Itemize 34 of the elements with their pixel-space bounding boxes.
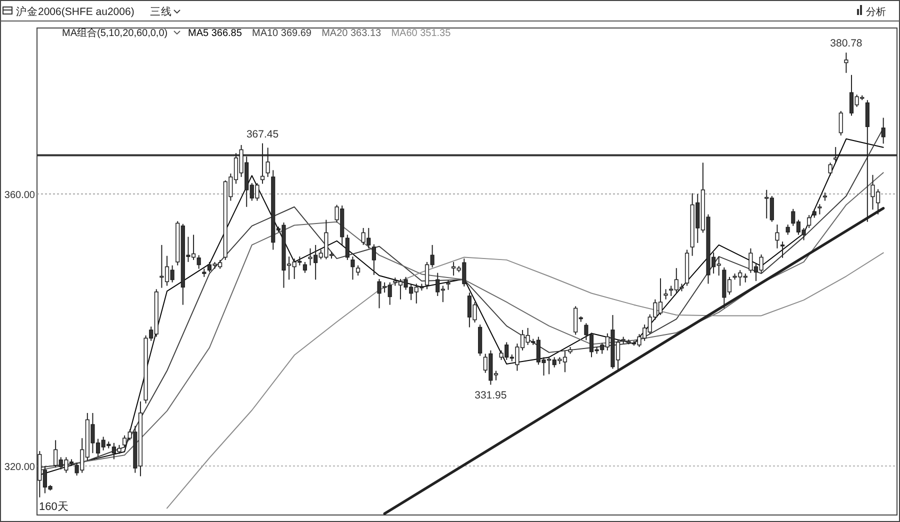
- line-series: [166, 252, 884, 509]
- candlestick: [786, 224, 790, 236]
- chart-subtitle: 三线: [150, 5, 172, 18]
- candlestick: [818, 204, 822, 215]
- annotation: 367.45: [246, 128, 279, 140]
- legend-title: MA组合(5,10,20,60,0,0): [62, 27, 168, 39]
- chart-title: 沪金2006(SHFE au2006): [16, 5, 134, 18]
- annotation: 331.95: [474, 390, 507, 402]
- text: 分析: [866, 6, 886, 18]
- candlestick: [302, 261, 308, 274]
- candlestick: [838, 110, 843, 136]
- text: MA5 366.85: [188, 28, 242, 39]
- candlestick: [356, 264, 360, 276]
- candlestick: [446, 280, 450, 290]
- candlestick: [260, 142, 265, 184]
- candlestick: [775, 224, 780, 249]
- candlestick: [844, 52, 848, 74]
- candlestick: [372, 244, 376, 276]
- candlestick: [196, 254, 201, 270]
- candlestick: [266, 147, 270, 178]
- candlestick: [664, 288, 668, 300]
- annotation: 160天: [39, 501, 68, 513]
- y-tick-label: 320.00: [4, 462, 36, 474]
- y-tick-label: 360.00: [4, 190, 36, 201]
- candlestick: [834, 146, 838, 162]
- candlestick: [345, 234, 350, 260]
- candlestick: [350, 256, 355, 280]
- candlestick: [780, 241, 785, 258]
- annotation: 380.78: [830, 38, 862, 50]
- candlestick: [807, 214, 812, 228]
- text: MA60 351.35: [391, 28, 452, 39]
- candlestick: [828, 162, 832, 176]
- text: MA20 363.13: [322, 28, 382, 39]
- text: MA10 369.69: [252, 28, 312, 39]
